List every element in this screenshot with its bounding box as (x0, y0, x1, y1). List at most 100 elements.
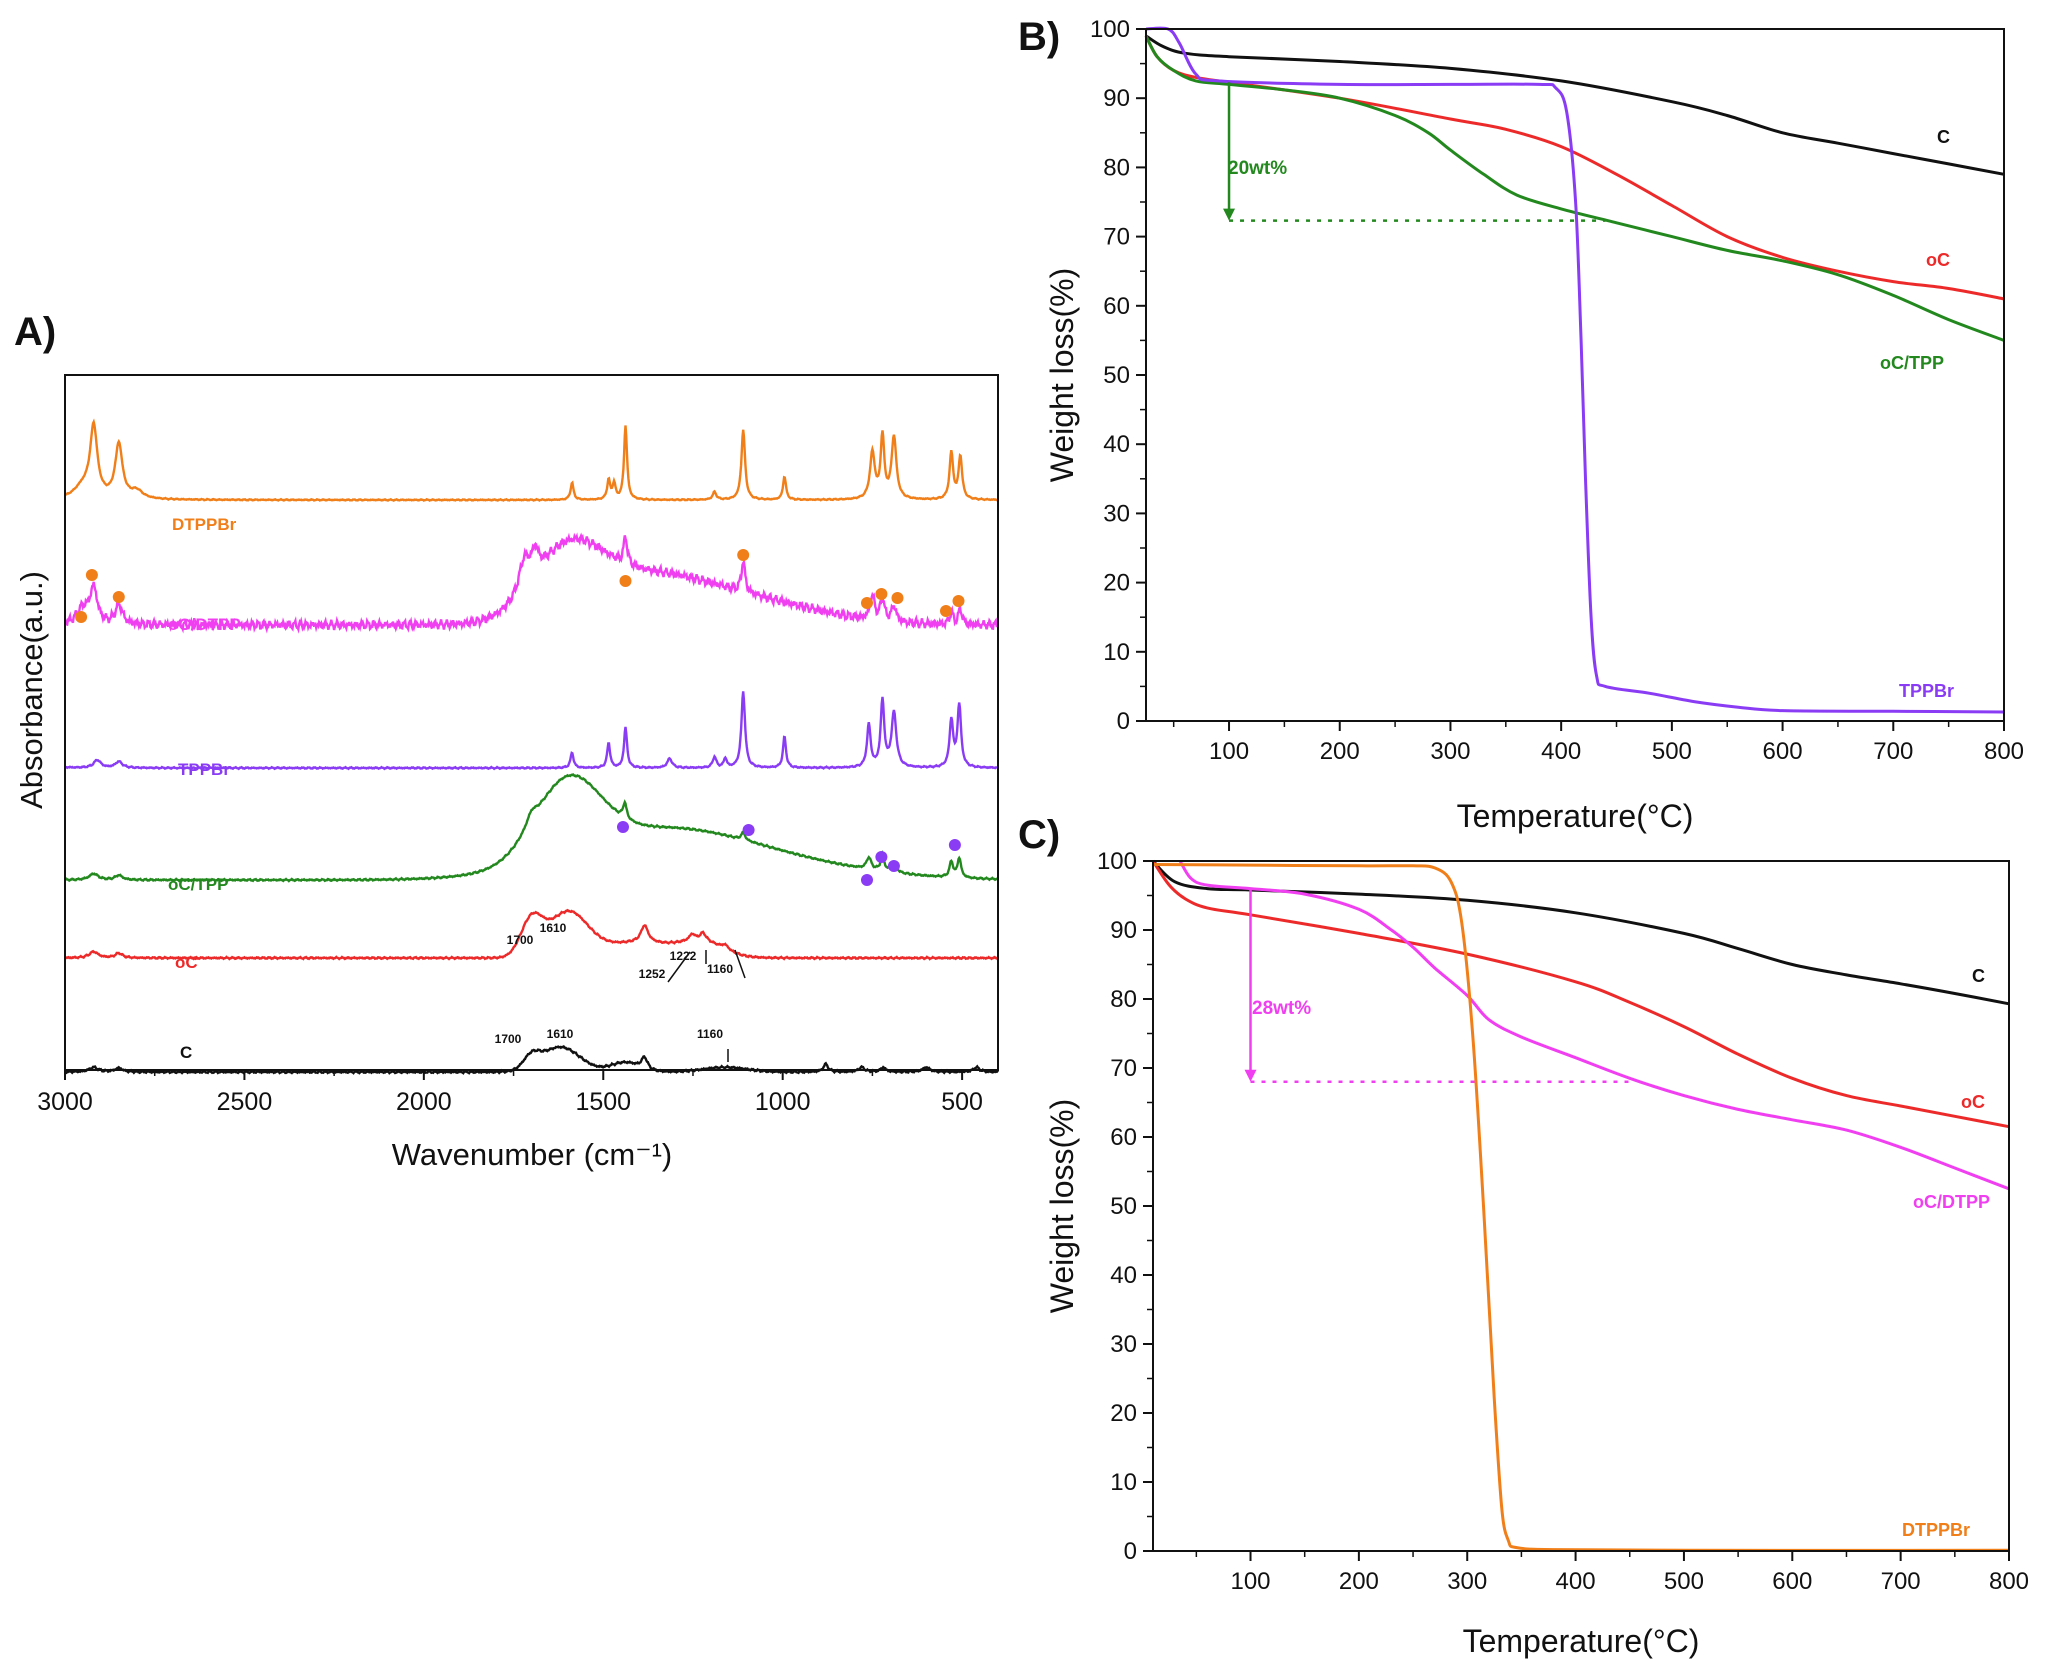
tga-c-y-tick-label: 40 (1110, 1262, 1137, 1289)
tga-b-x-tick-label: 100 (1209, 738, 1249, 765)
ftir-x-tick-label: 500 (941, 1088, 983, 1116)
ftir-marker-orange (75, 611, 88, 623)
ftir-peak-label: 1610 (547, 1027, 574, 1041)
ftir-x-tick-label: 1500 (575, 1088, 631, 1116)
tga-b-series-c (1145, 34, 2005, 176)
tga-b-x-axis-title: Temperature(°C) (1457, 798, 1694, 834)
ftir-peak-tick (667, 951, 691, 983)
tga-c-x-tick-label: 500 (1664, 1568, 1704, 1595)
tga-c-y-tick-label: 50 (1110, 1193, 1137, 1220)
ftir-marker-orange (861, 597, 873, 609)
panel-a-label: A) (14, 310, 56, 354)
tga-c-x-tick-label: 400 (1556, 1568, 1596, 1595)
ftir-marker-orange (737, 549, 750, 561)
ftir-marker-orange (112, 591, 125, 603)
ftir-series-label-dtppbr: DTPPBr (172, 515, 237, 534)
ftir-marker-orange (952, 595, 965, 607)
ftir-marker-violet (617, 821, 629, 833)
tga-c-series-c (1151, 859, 2010, 1006)
tga-b-y-tick-label: 30 (1103, 500, 1130, 527)
ftir-marker-violet (887, 860, 900, 872)
tga-b-series-label-oc: oC (1926, 250, 1950, 270)
tga-b-y-tick-label: 50 (1103, 362, 1130, 389)
ftir-plot-frame (64, 374, 999, 1071)
tga-b-y-tick-label: 60 (1103, 293, 1130, 320)
tga-b-y-tick-label: 0 (1117, 708, 1130, 735)
ftir-peak-label: 1160 (697, 1027, 723, 1041)
ftir-x-tick-label: 1000 (755, 1088, 811, 1116)
tga-c-x-tick-label: 700 (1881, 1568, 1921, 1595)
ftir-series-dtppbr (64, 418, 999, 503)
tga-c-x-tick-label: 300 (1447, 1568, 1487, 1595)
ftir-x-axis-title: Wavenumber (cm⁻¹) (392, 1137, 672, 1172)
tga-b-arrow-head (1223, 208, 1236, 221)
tga-b-y-tick-label: 90 (1103, 85, 1130, 112)
tga-c-y-tick-label: 70 (1110, 1055, 1137, 1082)
tga-b-y-axis-title: Weight loss(%) (1044, 268, 1080, 483)
ftir-peak-label: 1252 (639, 967, 666, 981)
tga-c-y-tick-label: 80 (1110, 986, 1137, 1013)
tga-b-series-oc (1144, 35, 2005, 301)
ftir-series-label-oc-dtpp: oC/DTPP (168, 615, 241, 634)
ftir-x-tick-label: 3000 (37, 1088, 93, 1116)
tga-b-x-tick-label: 700 (1873, 738, 1913, 765)
tga-c-annotation: 28wt% (1252, 998, 1311, 1019)
tga-c-series-label-dtppbr: DTPPBr (1902, 1520, 1970, 1540)
ftir-series-label-oc: oC (175, 953, 198, 972)
ftir-y-axis-title: Absorbance(a.u.) (14, 571, 49, 809)
ftir-x-tick-label: 2000 (396, 1088, 452, 1116)
tga-c-y-axis-title: Weight loss(%) (1044, 1099, 1080, 1314)
tga-c-y-tick-label: 60 (1110, 1124, 1137, 1151)
ftir-marker-violet (861, 874, 873, 886)
tga-b-x-tick-label: 200 (1320, 738, 1360, 765)
tga-c-y-tick-label: 100 (1097, 848, 1137, 875)
tga-b-x-tick-label: 400 (1541, 738, 1581, 765)
tga-b-x-tick-label: 300 (1430, 738, 1470, 765)
tga-c-x-tick-label: 800 (1989, 1568, 2029, 1595)
tga-c-series-oc-dtpp (1178, 860, 2010, 1191)
ftir-series-oc (64, 908, 999, 961)
ftir-peak-tick (734, 949, 746, 979)
panel-b-label: B) (1018, 15, 1060, 59)
tga-b-series-tppbr (1145, 26, 2005, 714)
tga-c-series-label-oc: oC (1961, 1092, 1985, 1112)
ftir-series-c (64, 1044, 999, 1075)
tga-c-x-tick-label: 600 (1772, 1568, 1812, 1595)
tga-c-y-tick-label: 30 (1110, 1331, 1137, 1358)
ftir-marker-violet (742, 824, 755, 836)
tga-b-series-label-oc-tpp: oC/TPP (1880, 353, 1944, 373)
ftir-series-tppbr (64, 691, 999, 771)
ftir-series-oc-dtpp (63, 532, 999, 634)
ftir-marker-violet (948, 839, 961, 851)
tga-b-y-tick-label: 40 (1103, 431, 1130, 458)
ftir-peak-label: 1700 (507, 933, 534, 947)
ftir-x-tick-label: 2500 (217, 1088, 273, 1116)
tga-b-series-label-c: C (1937, 127, 1950, 147)
tga-b-x-tick-label: 600 (1763, 738, 1803, 765)
tga-b-y-tick-label: 20 (1103, 570, 1130, 597)
tga-b-y-tick-label: 70 (1103, 224, 1130, 251)
ftir-peak-label: 1610 (540, 921, 567, 935)
tga-c-y-tick-label: 10 (1110, 1469, 1137, 1496)
ftir-series-oc-tpp (64, 772, 999, 883)
panel-a-background (0, 0, 1015, 1175)
tga-b-y-tick-label: 10 (1103, 639, 1130, 666)
tga-b-series-oc-tpp (1144, 35, 2005, 342)
tga-b-series-label-tppbr: TPPBr (1899, 681, 1954, 701)
ftir-chart: DTPPBr oC/DTPP TPPBr oC/TPP oC C 1700 1610 1252 1… (14, 374, 999, 1172)
panel-c-label: C) (1018, 813, 1060, 857)
ftir-peak-label: 1160 (707, 962, 733, 976)
ftir-marker-orange (875, 588, 888, 600)
ftir-marker-orange (619, 575, 632, 587)
ftir-series-label-c: C (180, 1043, 192, 1062)
tga-c-y-tick-label: 20 (1110, 1400, 1137, 1427)
tga-c-series-oc (1151, 860, 2010, 1129)
tga-b-x-tick-label: 800 (1984, 738, 2024, 765)
tga-c-series-label-oc-dtpp: oC/DTPP (1913, 1192, 1990, 1212)
panel-c-background (1015, 810, 2049, 1672)
tga-b-y-tick-label: 80 (1103, 154, 1130, 181)
tga-b-annotation: 20wt% (1228, 158, 1287, 179)
tga-b-x-tick-label: 500 (1652, 738, 1692, 765)
ftir-marker-orange (85, 569, 98, 581)
